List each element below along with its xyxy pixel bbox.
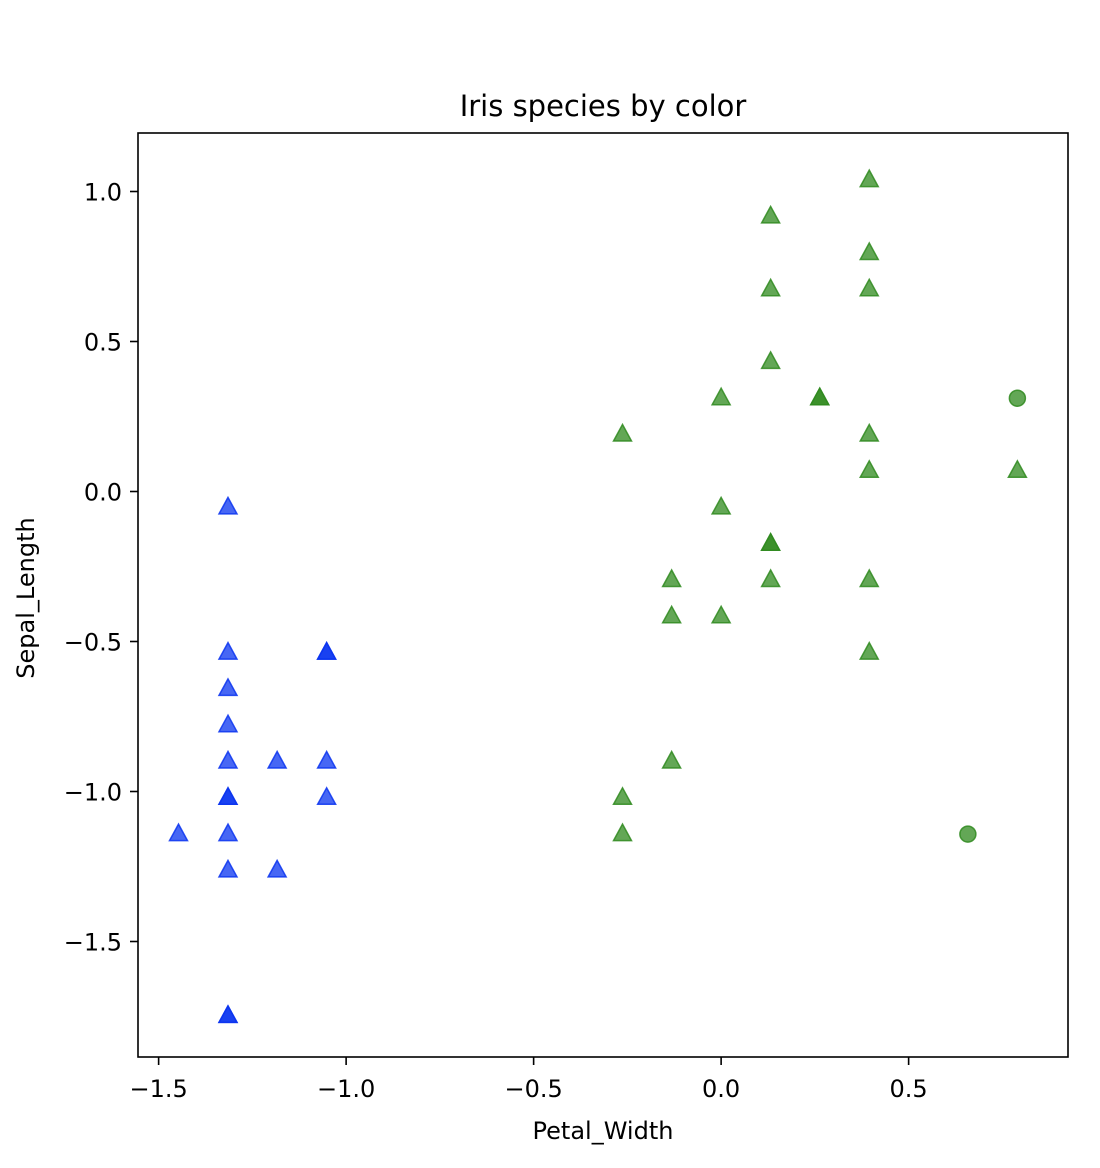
data-point-triangle bbox=[217, 749, 239, 769]
data-point-triangle bbox=[858, 241, 880, 261]
data-point-triangle bbox=[1007, 459, 1028, 479]
data-point-triangle bbox=[760, 532, 781, 551]
data-point-triangle bbox=[858, 277, 880, 297]
y-tick-label: −0.5 bbox=[64, 629, 122, 657]
data-point-triangle bbox=[809, 386, 831, 406]
data-point-triangle bbox=[858, 422, 880, 442]
y-tick-label: 1.0 bbox=[84, 179, 122, 207]
data-point-triangle bbox=[858, 641, 880, 660]
y-axis-label: Sepal_Length bbox=[12, 517, 40, 678]
data-point-triangle bbox=[710, 386, 732, 406]
data-point-triangle bbox=[316, 749, 337, 769]
data-point-triangle bbox=[858, 459, 880, 479]
data-point-triangle bbox=[266, 858, 288, 878]
data-point-triangle bbox=[710, 604, 732, 624]
plot-marks bbox=[168, 168, 1028, 1024]
chart-title: Iris species by color bbox=[460, 89, 747, 123]
data-point-triangle bbox=[217, 858, 239, 878]
y-axis: 1.0 0.5 0.0 −0.5 −1.0 −1.5 bbox=[64, 179, 138, 957]
data-point-triangle bbox=[217, 1004, 239, 1024]
data-point-triangle bbox=[217, 641, 239, 660]
data-point-triangle bbox=[760, 350, 781, 370]
data-point-triangle bbox=[612, 786, 633, 806]
data-point-triangle bbox=[858, 568, 880, 588]
plot-frame bbox=[137, 132, 1069, 1058]
y-tick-label: 0.5 bbox=[84, 329, 122, 357]
x-tick-label: −1.0 bbox=[317, 1075, 375, 1103]
x-tick-label: 0.0 bbox=[702, 1075, 740, 1103]
data-point-triangle bbox=[217, 713, 239, 733]
data-point-triangle bbox=[858, 168, 880, 188]
data-point-triangle bbox=[612, 822, 633, 842]
data-point-triangle bbox=[760, 568, 781, 588]
data-point-circle bbox=[1008, 389, 1027, 407]
data-point-triangle bbox=[760, 204, 781, 224]
data-point-triangle bbox=[710, 495, 732, 515]
x-axis: −1.5 −1.0 −0.5 0.0 0.5 bbox=[129, 1057, 928, 1103]
x-tick-label: −0.5 bbox=[504, 1075, 562, 1103]
data-point-triangle bbox=[217, 677, 239, 697]
data-point-triangle bbox=[168, 822, 189, 842]
data-point-circle bbox=[959, 825, 977, 843]
data-point-triangle bbox=[661, 568, 682, 588]
x-tick-label: −1.5 bbox=[129, 1075, 187, 1103]
data-point-triangle bbox=[316, 641, 337, 660]
data-point-triangle bbox=[217, 786, 239, 806]
data-point-triangle bbox=[217, 495, 239, 515]
data-point-triangle bbox=[316, 786, 337, 806]
y-tick-label: −1.0 bbox=[64, 779, 122, 807]
y-tick-label: 0.0 bbox=[84, 479, 122, 507]
data-point-triangle bbox=[661, 604, 682, 624]
data-point-triangle bbox=[661, 749, 682, 769]
x-axis-label: Petal_Width bbox=[533, 1117, 674, 1145]
data-point-triangle bbox=[612, 422, 633, 442]
data-point-triangle bbox=[760, 277, 781, 297]
data-point-triangle bbox=[217, 822, 239, 842]
x-tick-label: 0.5 bbox=[890, 1075, 928, 1103]
data-point-triangle bbox=[266, 749, 288, 769]
y-tick-label: −1.5 bbox=[64, 929, 122, 957]
